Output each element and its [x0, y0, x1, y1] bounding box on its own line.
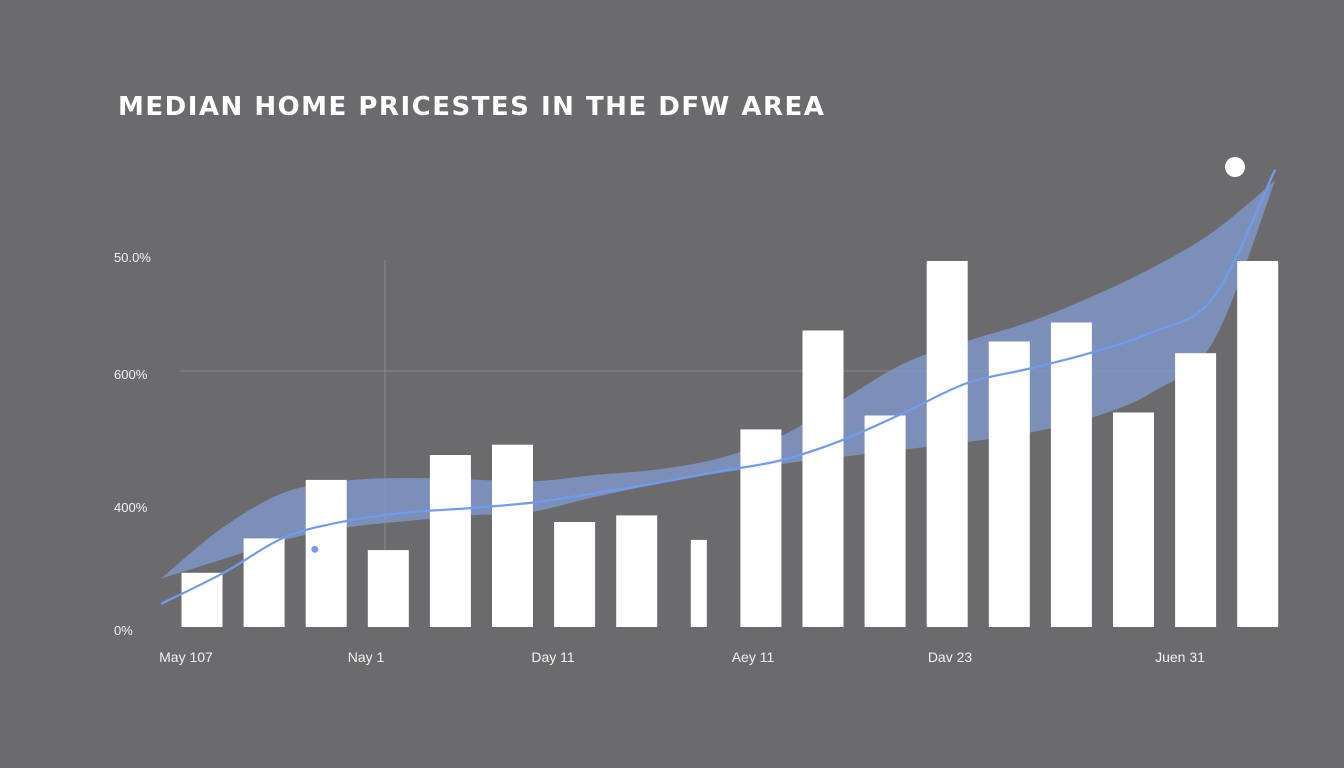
bar — [1113, 412, 1154, 627]
y-tick-label: 400% — [114, 500, 148, 515]
bar — [802, 330, 844, 627]
bar — [305, 479, 347, 627]
y-axis-ticks: 0% 400% 600% 50.0% — [114, 250, 151, 638]
bar — [243, 538, 285, 627]
bar — [181, 572, 223, 627]
bar — [492, 444, 533, 627]
bar — [367, 550, 409, 627]
bar — [1237, 261, 1279, 627]
bar — [864, 415, 906, 627]
trend-end-marker — [1225, 157, 1245, 177]
x-tick-label: Nay 1 — [348, 649, 385, 665]
x-tick-label: Dav 23 — [928, 649, 973, 665]
trend-point-marker — [311, 545, 319, 553]
bar — [429, 455, 471, 627]
chart-title: MEDIAN HOME PRICESTES IN THE DFW AREA — [118, 92, 826, 122]
bar — [926, 261, 968, 627]
bar — [616, 515, 658, 627]
bar — [690, 539, 707, 627]
bar — [1050, 322, 1092, 627]
trend-line-layer — [160, 157, 1277, 605]
bar — [1175, 353, 1217, 627]
bars — [181, 261, 1279, 627]
x-tick-label: Juen 31 — [1155, 649, 1205, 665]
x-tick-label: Day 11 — [531, 649, 575, 665]
y-tick-label: 50.0% — [114, 250, 151, 265]
y-tick-label: 600% — [114, 367, 148, 382]
bar — [740, 429, 782, 627]
x-axis-ticks: May 107 Nay 1 Day 11 Aey 11 Dav 23 Juen 31 — [159, 649, 1205, 665]
bar — [988, 341, 1030, 627]
bar — [554, 522, 596, 627]
x-tick-label: Aey 11 — [732, 649, 775, 665]
trend-line — [160, 169, 1277, 605]
y-tick-label: 0% — [114, 623, 133, 638]
x-tick-label: May 107 — [159, 649, 213, 665]
